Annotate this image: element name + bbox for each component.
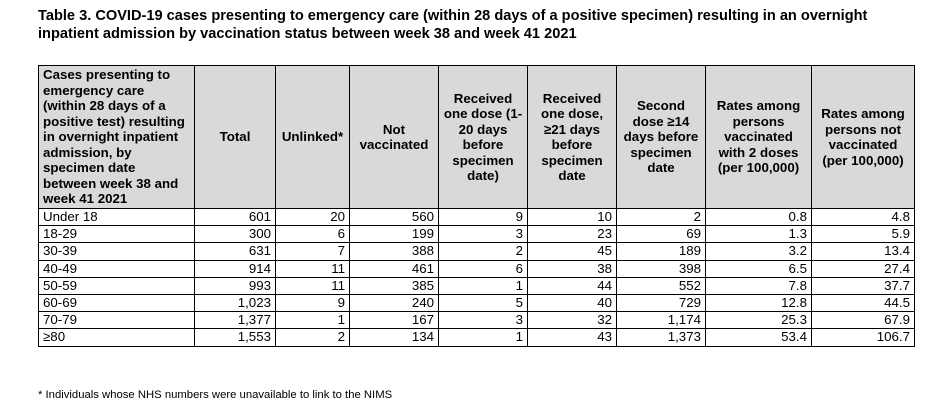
table-row: ≥80 1,553 2 134 1 43 1,373 53.4 106.7 (38, 328, 915, 347)
one-dose-1-20-cell: 6 (438, 259, 528, 278)
rate-vaccinated-cell: 0.8 (705, 207, 812, 227)
total-cell: 300 (194, 225, 276, 244)
age-group-cell: 50-59 (38, 276, 195, 295)
one-dose-21-cell: 10 (527, 207, 617, 227)
rate-not-vaccinated-cell: 37.7 (811, 276, 915, 295)
total-cell: 1,023 (194, 293, 276, 313)
second-dose-cell: 2 (616, 207, 706, 227)
one-dose-21-cell: 32 (527, 311, 617, 330)
one-dose-21-cell: 44 (527, 276, 617, 295)
total-cell: 914 (194, 259, 276, 278)
total-cell: 601 (194, 207, 276, 227)
rate-vaccinated-cell: 12.8 (705, 293, 812, 313)
one-dose-1-20-cell: 2 (438, 242, 528, 261)
header-one-dose-1-20-days: Received one dose (1-20 days before spec… (438, 65, 528, 209)
footnote: * Individuals whose NHS numbers were una… (38, 389, 393, 401)
one-dose-1-20-cell: 3 (438, 225, 528, 244)
vaccination-status-table: Cases presenting to emergency care (with… (38, 65, 915, 347)
rate-vaccinated-cell: 25.3 (705, 311, 812, 330)
table-row: 30-39 631 7 388 2 45 189 3.2 13.4 (38, 242, 915, 261)
second-dose-cell: 398 (616, 259, 706, 278)
one-dose-1-20-cell: 1 (438, 276, 528, 295)
rate-vaccinated-cell: 6.5 (705, 259, 812, 278)
one-dose-21-cell: 40 (527, 293, 617, 313)
rate-not-vaccinated-cell: 67.9 (811, 311, 915, 330)
rate-not-vaccinated-cell: 27.4 (811, 259, 915, 278)
header-not-vaccinated: Not vaccinated (349, 65, 439, 209)
not-vaccinated-cell: 461 (349, 259, 439, 278)
one-dose-21-cell: 38 (527, 259, 617, 278)
age-group-cell: 60-69 (38, 293, 195, 313)
one-dose-1-20-cell: 9 (438, 207, 528, 227)
header-second-dose: Second dose ≥14 days before specimen dat… (616, 65, 706, 209)
rate-not-vaccinated-cell: 4.8 (811, 207, 915, 227)
age-group-cell: 40-49 (38, 259, 195, 278)
rate-vaccinated-cell: 1.3 (705, 225, 812, 244)
header-cases-description: Cases presenting to emergency care (with… (38, 65, 195, 209)
header-one-dose-21-days: Received one dose, ≥21 days before speci… (527, 65, 617, 209)
age-group-cell: 30-39 (38, 242, 195, 261)
age-group-cell: 18-29 (38, 225, 195, 244)
rate-not-vaccinated-cell: 13.4 (811, 242, 915, 261)
table-row: 70-79 1,377 1 167 3 32 1,174 25.3 67.9 (38, 311, 915, 330)
second-dose-cell: 1,373 (616, 328, 706, 347)
rate-vaccinated-cell: 53.4 (705, 328, 812, 347)
not-vaccinated-cell: 388 (349, 242, 439, 261)
unlinked-cell: 11 (275, 276, 350, 295)
rate-not-vaccinated-cell: 44.5 (811, 293, 915, 313)
rate-not-vaccinated-cell: 106.7 (811, 328, 915, 347)
header-rate-vaccinated: Rates among persons vaccinated with 2 do… (705, 65, 812, 209)
header-total: Total (194, 65, 276, 209)
second-dose-cell: 69 (616, 225, 706, 244)
not-vaccinated-cell: 560 (349, 207, 439, 227)
not-vaccinated-cell: 134 (349, 328, 439, 347)
unlinked-cell: 7 (275, 242, 350, 261)
table-row: 60-69 1,023 9 240 5 40 729 12.8 44.5 (38, 293, 915, 313)
unlinked-cell: 9 (275, 293, 350, 313)
one-dose-21-cell: 43 (527, 328, 617, 347)
header-row: Cases presenting to emergency care (with… (38, 65, 915, 209)
table-row: 50-59 993 11 385 1 44 552 7.8 37.7 (38, 276, 915, 295)
not-vaccinated-cell: 385 (349, 276, 439, 295)
unlinked-cell: 11 (275, 259, 350, 278)
unlinked-cell: 1 (275, 311, 350, 330)
second-dose-cell: 552 (616, 276, 706, 295)
one-dose-1-20-cell: 5 (438, 293, 528, 313)
header-rate-not-vaccinated: Rates among persons not vaccinated (per … (811, 65, 915, 209)
total-cell: 1,377 (194, 311, 276, 330)
table-row: Under 18 601 20 560 9 10 2 0.8 4.8 (38, 207, 915, 227)
one-dose-1-20-cell: 3 (438, 311, 528, 330)
total-cell: 993 (194, 276, 276, 295)
table-row: 40-49 914 11 461 6 38 398 6.5 27.4 (38, 259, 915, 278)
not-vaccinated-cell: 199 (349, 225, 439, 244)
unlinked-cell: 2 (275, 328, 350, 347)
one-dose-1-20-cell: 1 (438, 328, 528, 347)
not-vaccinated-cell: 167 (349, 311, 439, 330)
table-title: Table 3. COVID-19 cases presenting to em… (38, 8, 868, 42)
header-unlinked: Unlinked* (275, 65, 350, 209)
one-dose-21-cell: 23 (527, 225, 617, 244)
age-group-cell: 70-79 (38, 311, 195, 330)
not-vaccinated-cell: 240 (349, 293, 439, 313)
age-group-cell: Under 18 (38, 207, 195, 227)
unlinked-cell: 6 (275, 225, 350, 244)
total-cell: 1,553 (194, 328, 276, 347)
one-dose-21-cell: 45 (527, 242, 617, 261)
rate-vaccinated-cell: 7.8 (705, 276, 812, 295)
second-dose-cell: 189 (616, 242, 706, 261)
age-group-cell: ≥80 (38, 328, 195, 347)
rate-not-vaccinated-cell: 5.9 (811, 225, 915, 244)
second-dose-cell: 1,174 (616, 311, 706, 330)
rate-vaccinated-cell: 3.2 (705, 242, 812, 261)
table-row: 18-29 300 6 199 3 23 69 1.3 5.9 (38, 225, 915, 244)
total-cell: 631 (194, 242, 276, 261)
second-dose-cell: 729 (616, 293, 706, 313)
unlinked-cell: 20 (275, 207, 350, 227)
